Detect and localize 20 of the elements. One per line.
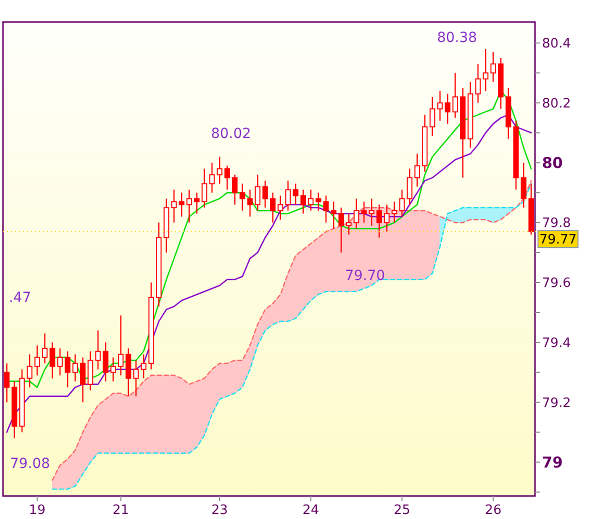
x-tick-label: 24	[302, 503, 320, 518]
y-tick-label: 79	[542, 453, 563, 472]
y-tick-label: 80	[542, 154, 563, 172]
y-tick-label: 79.6	[542, 276, 571, 292]
annotation: 80.38	[436, 30, 478, 46]
y-tick-label: 80.2	[542, 96, 571, 112]
x-tick-label: 19	[28, 503, 46, 518]
annotation: .47	[8, 290, 32, 306]
x-tick-label: 23	[211, 503, 228, 518]
x-tick-label: 26	[484, 503, 502, 518]
annotation: 79.70	[344, 268, 386, 284]
x-tick-label: 25	[394, 503, 410, 518]
y-tick-label: 79.8	[542, 216, 571, 232]
y-tick-label: 80.4	[542, 36, 571, 52]
y-tick-label: 79.4	[542, 336, 571, 351]
annotation: 79.08	[10, 456, 50, 472]
annotation: 80.02	[210, 126, 252, 142]
x-tick-label: 21	[112, 503, 130, 518]
y-tick-label: 79.2	[542, 396, 571, 411]
ref-line-label: 79.77	[539, 232, 577, 248]
